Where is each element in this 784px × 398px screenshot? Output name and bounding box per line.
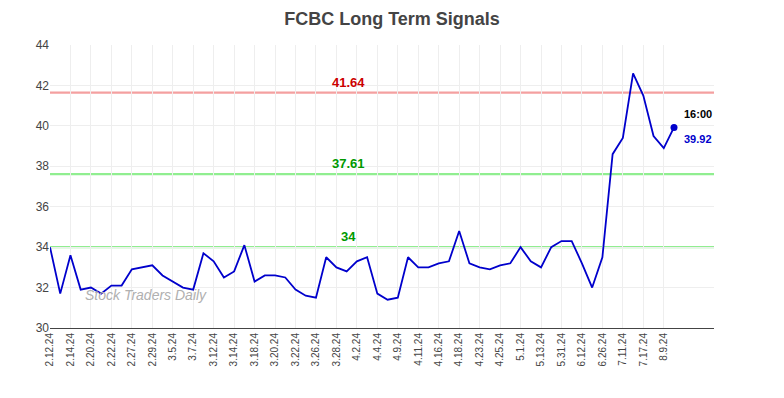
svg-text:4.11.24: 4.11.24	[413, 333, 424, 366]
svg-text:44: 44	[36, 38, 50, 52]
svg-text:2.20.24: 2.20.24	[85, 333, 96, 367]
svg-text:5.1.24: 5.1.24	[515, 333, 526, 361]
svg-text:2.14.24: 2.14.24	[65, 333, 76, 367]
svg-text:8.9.24: 8.9.24	[658, 333, 669, 361]
svg-text:3.26.24: 3.26.24	[310, 333, 321, 367]
svg-text:2.27.24: 2.27.24	[126, 333, 137, 367]
svg-text:42: 42	[36, 79, 50, 93]
svg-text:4.25.24: 4.25.24	[494, 333, 505, 367]
svg-text:36: 36	[36, 200, 50, 214]
svg-text:7.11.24: 7.11.24	[617, 333, 628, 366]
svg-text:32: 32	[36, 281, 50, 295]
svg-text:3.12.24: 3.12.24	[208, 333, 219, 367]
svg-text:4.4.24: 4.4.24	[372, 333, 383, 361]
svg-text:41.64: 41.64	[332, 75, 365, 90]
svg-text:37.61: 37.61	[332, 156, 365, 171]
svg-text:2.12.24: 2.12.24	[44, 333, 55, 367]
svg-text:5.13.24: 5.13.24	[535, 333, 546, 367]
svg-text:2.29.24: 2.29.24	[147, 333, 158, 367]
svg-text:34: 34	[36, 240, 50, 254]
svg-text:7.17.24: 7.17.24	[638, 333, 649, 367]
svg-text:3.22.24: 3.22.24	[290, 333, 301, 367]
svg-text:FCBC Long Term Signals: FCBC Long Term Signals	[284, 9, 500, 29]
svg-text:6.26.24: 6.26.24	[597, 333, 608, 367]
svg-text:39.92: 39.92	[684, 133, 712, 145]
svg-text:4.9.24: 4.9.24	[392, 333, 403, 361]
svg-text:3.5.24: 3.5.24	[167, 333, 178, 361]
svg-text:3.28.24: 3.28.24	[331, 333, 342, 367]
svg-text:3.18.24: 3.18.24	[249, 333, 260, 367]
svg-text:16:00: 16:00	[684, 108, 712, 120]
svg-text:40: 40	[36, 119, 50, 133]
svg-text:4.23.24: 4.23.24	[474, 333, 485, 367]
svg-text:Stock Traders Daily: Stock Traders Daily	[85, 287, 207, 303]
svg-text:3.20.24: 3.20.24	[269, 333, 280, 367]
svg-text:4.2.24: 4.2.24	[351, 333, 362, 361]
svg-text:4.18.24: 4.18.24	[453, 333, 464, 367]
svg-text:3.14.24: 3.14.24	[228, 333, 239, 367]
svg-text:30: 30	[36, 321, 50, 335]
svg-text:4.16.24: 4.16.24	[433, 333, 444, 367]
svg-text:5.31.24: 5.31.24	[556, 333, 567, 367]
svg-text:2.22.24: 2.22.24	[106, 333, 117, 367]
svg-text:3.7.24: 3.7.24	[187, 333, 198, 361]
svg-text:34: 34	[341, 229, 356, 244]
svg-text:38: 38	[36, 159, 50, 173]
svg-text:6.12.24: 6.12.24	[576, 333, 587, 367]
